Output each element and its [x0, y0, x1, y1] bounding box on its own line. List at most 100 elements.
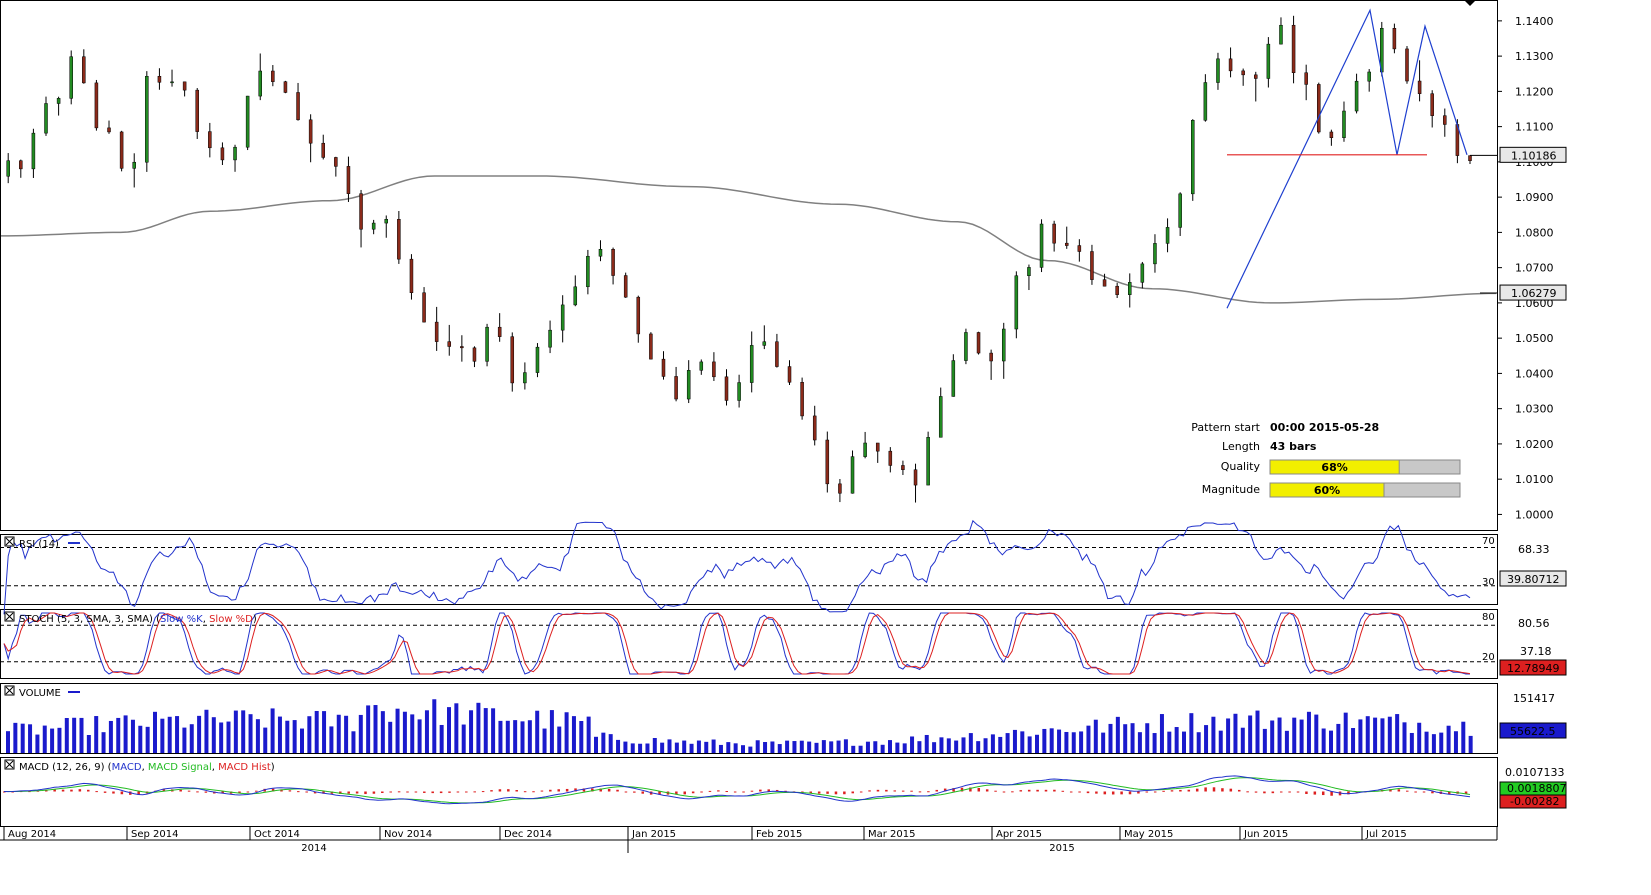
volume-bar — [792, 741, 797, 753]
macd-hist-bar — [448, 791, 451, 793]
macd-hist-bar — [1414, 791, 1417, 793]
macd-hist-bar — [868, 790, 871, 792]
volume-bar — [1387, 716, 1392, 753]
macd-hist-bar — [859, 791, 863, 793]
volume-bar — [476, 702, 481, 753]
volume-bar — [454, 703, 459, 753]
candle — [1153, 243, 1157, 265]
macd-hist-bar — [851, 791, 855, 794]
volume-bar — [1226, 718, 1231, 753]
macd-hist-bar — [1405, 790, 1409, 792]
macd-hist-bar — [557, 789, 560, 792]
macd-hist-bar — [801, 791, 804, 793]
volume-bar — [410, 714, 415, 753]
macd-hist-bar — [305, 791, 308, 793]
stoch-level-80: 80 — [1482, 612, 1495, 623]
macd-hist-bar — [1330, 791, 1333, 796]
candle — [838, 483, 842, 494]
volume-bar — [79, 717, 84, 753]
year-label-2015: 2015 — [1049, 843, 1074, 854]
volume-bar — [1189, 713, 1194, 753]
candle — [573, 286, 578, 306]
y-tick-label: 1.0000 — [1515, 508, 1554, 521]
macd-hist-bar — [238, 791, 241, 794]
macd-hist-bar — [624, 791, 628, 793]
candle — [1128, 282, 1132, 295]
y-tick-label: 1.0400 — [1515, 367, 1554, 380]
volume-bar — [498, 720, 503, 753]
volume-bar — [1174, 727, 1179, 753]
macd-hist-bar — [112, 791, 115, 794]
volume-bar — [1064, 731, 1069, 753]
volume-bar — [718, 744, 723, 753]
y-tick-label: 1.0900 — [1515, 191, 1554, 204]
volume-bar — [1020, 731, 1025, 753]
volume-bar — [402, 711, 407, 753]
candle — [1090, 251, 1094, 280]
macd-line — [3, 775, 1471, 805]
macd-hist-bar — [347, 791, 350, 794]
volume-bar — [86, 735, 91, 753]
volume-bar — [873, 741, 878, 753]
volume-bar — [520, 721, 525, 753]
main-panel — [0, 0, 1498, 827]
macd-hist-bar — [1019, 790, 1023, 792]
macd-hist-bar — [616, 789, 619, 792]
volume-bar — [1306, 711, 1311, 753]
macd-hist-bar — [53, 789, 56, 792]
volume-bar — [1439, 732, 1444, 753]
macd-hist-bar — [439, 791, 443, 794]
volume-bar — [505, 720, 510, 753]
macd-hist-bar — [767, 789, 771, 792]
volume-bar — [564, 712, 569, 753]
macd-hist-bar — [1137, 791, 1140, 794]
ma-value-box — [1499, 284, 1567, 301]
month-label: Mar 2015 — [868, 829, 916, 840]
volume-bar — [763, 742, 768, 753]
volume-bar — [241, 710, 246, 753]
macd-hist-bar — [969, 787, 972, 792]
y-tick-label: 1.0300 — [1515, 403, 1554, 416]
candle — [1430, 93, 1434, 116]
macd-hist-bar — [775, 789, 779, 792]
volume-bar — [674, 742, 679, 753]
macd-title-hist: MACD Hist — [218, 762, 271, 773]
macd-hist-bar — [1036, 789, 1039, 792]
volume-bar — [123, 715, 128, 753]
macd-hist-bar — [717, 790, 720, 792]
candle — [1064, 242, 1069, 246]
volume-bar — [1321, 728, 1326, 753]
macd-hist-bar — [1321, 791, 1325, 796]
volume-bar — [608, 734, 613, 753]
macd-hist-bar — [1086, 791, 1090, 794]
candle — [1014, 275, 1019, 330]
macd-hist-bar — [498, 789, 502, 792]
candle — [888, 450, 893, 466]
volume-bar — [939, 737, 944, 753]
volume-bar — [623, 741, 628, 753]
candle — [636, 296, 641, 335]
macd-hist-bar — [943, 788, 947, 792]
stoch-title-prefix: STOCH (5, 3, SMA, 3, SMA) ( — [19, 614, 160, 625]
macd-hist-bar — [1221, 788, 1224, 792]
volume-bar — [1380, 718, 1385, 753]
candle — [409, 258, 414, 293]
macd-hist-bar — [137, 791, 140, 795]
macd-hist-bar — [1179, 789, 1182, 792]
candle — [1329, 131, 1334, 138]
current-price-box — [1499, 146, 1567, 163]
macd-hist-bar — [1204, 787, 1207, 792]
rsi-level-30: 30 — [1482, 577, 1495, 588]
volume-bar — [858, 745, 863, 753]
volume-bar — [1204, 725, 1209, 753]
candle — [523, 372, 527, 384]
macd-hist-bar — [599, 788, 602, 792]
macd-hist-bar — [540, 790, 544, 792]
candle — [308, 119, 313, 144]
volume-bar — [814, 742, 819, 753]
volume-bar — [94, 716, 99, 753]
volume-bar — [491, 708, 496, 753]
y-tick-label: 1.0800 — [1515, 226, 1554, 239]
volume-bar — [976, 741, 981, 753]
